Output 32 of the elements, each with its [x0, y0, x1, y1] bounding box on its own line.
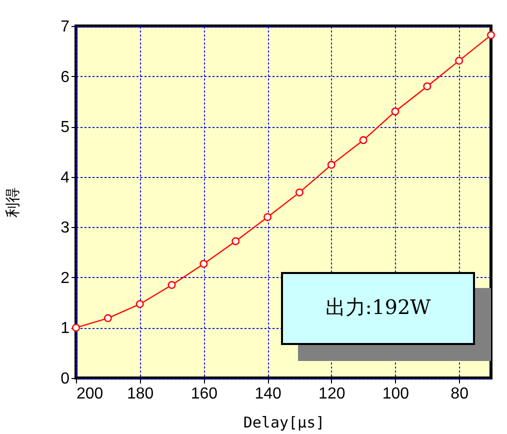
point: [327, 160, 336, 169]
y-tick-label: 1: [60, 320, 70, 338]
point: [295, 188, 304, 196]
point: [72, 324, 80, 332]
y-tick-label: 7: [60, 18, 70, 36]
point: [136, 300, 144, 308]
point: [168, 280, 176, 289]
point: [200, 260, 208, 268]
x-tick-label: 160: [190, 386, 218, 402]
point: [264, 213, 272, 222]
x-tick-label: 200: [76, 386, 104, 402]
y-tick-label: 5: [60, 119, 70, 136]
x-tick-label: 80: [450, 386, 469, 402]
x-axis-title: Delay[μs]: [243, 414, 325, 432]
y-tick-label: 6: [60, 68, 70, 86]
point: [359, 136, 368, 144]
annotation: 出力:192W: [325, 295, 432, 319]
y-tick-label: 3: [60, 220, 70, 237]
y-tick-label: 0: [60, 370, 70, 388]
point: [232, 237, 240, 246]
x-tick-label: 100: [382, 386, 410, 402]
point: [104, 314, 112, 322]
y-tick-label: 4: [60, 169, 70, 186]
point: [455, 56, 464, 65]
y-axis-title: 利得: [4, 188, 22, 218]
point: [391, 107, 400, 116]
y-tick-label: 2: [60, 270, 70, 287]
x-tick-label: 120: [318, 386, 346, 402]
point: [486, 31, 496, 40]
x-tick-label: 180: [126, 386, 154, 402]
point: [423, 82, 432, 90]
x-tick-label: 140: [254, 386, 282, 402]
